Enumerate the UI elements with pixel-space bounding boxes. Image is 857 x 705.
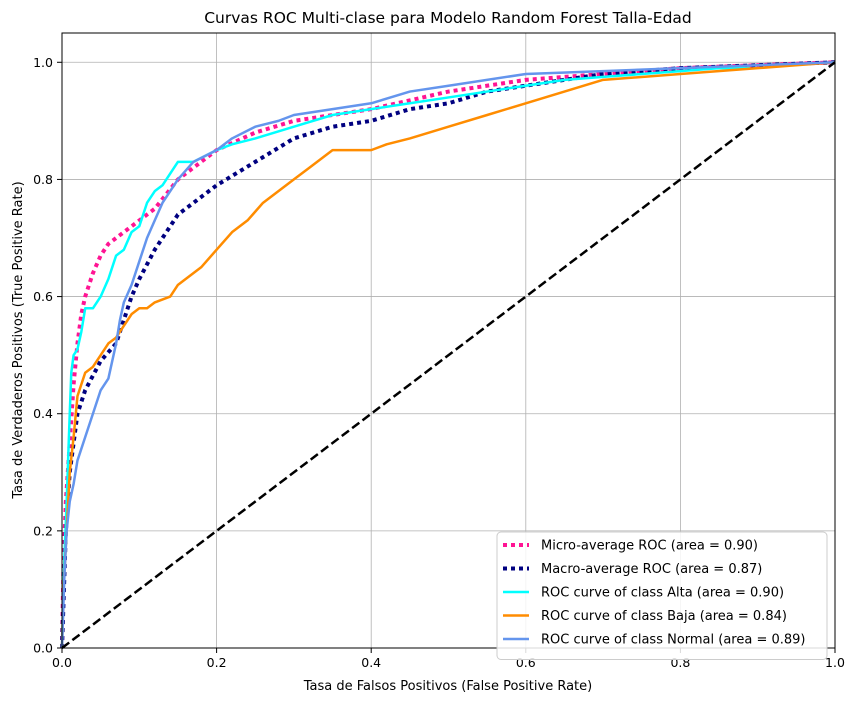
roc-series-line	[60, 60, 836, 649]
roc-series-line	[60, 61, 836, 649]
roc-series-line	[60, 61, 836, 649]
chance-diagonal-line	[61, 61, 836, 649]
y-tick-label: 0.0	[33, 641, 53, 656]
roc-series-line	[60, 66, 750, 649]
legend-box	[496, 531, 828, 660]
y-tick-label: 1.0	[33, 55, 53, 70]
y-tick-label: 0.4	[33, 406, 53, 421]
x-tick-label: 1.0	[825, 655, 845, 670]
y-tick-label: 0.8	[33, 172, 53, 187]
x-tick-label: 0.0	[52, 655, 72, 670]
chart-title: Curvas ROC Multi-clase para Modelo Rando…	[204, 9, 692, 27]
legend-entry-label: ROC curve of class Alta (area = 0.90)	[541, 586, 784, 601]
plot-frame	[61, 32, 836, 649]
y-axis-label: Tasa de Verdaderos Positivos (True Posit…	[11, 181, 26, 499]
legend: Micro-average ROC (area = 0.90) Macro-ave…	[496, 531, 828, 660]
x-tick-label: 0.4	[361, 655, 381, 670]
legend-entry-label: ROC curve of class Baja (area = 0.84)	[541, 609, 787, 624]
series-layer	[60, 60, 836, 649]
legend-entry-label: ROC curve of class Normal (area = 0.89)	[541, 633, 806, 648]
legend-entry-label: Micro-average ROC (area = 0.90)	[541, 539, 758, 554]
grid-layer	[62, 33, 835, 648]
axes-layer	[61, 32, 836, 649]
y-tick-label: 0.6	[33, 289, 53, 304]
x-axis-label: Tasa de Falsos Positivos (False Positive…	[303, 679, 592, 694]
y-tick-label: 0.2	[33, 523, 53, 538]
legend-entry-label: Macro-average ROC (area = 0.87)	[541, 562, 762, 577]
ticks-layer: 0.0 0.2 0.4 0.6 0.8 1.00.00.20.40.60.81.0	[33, 55, 845, 670]
x-tick-label: 0.2	[207, 655, 227, 670]
